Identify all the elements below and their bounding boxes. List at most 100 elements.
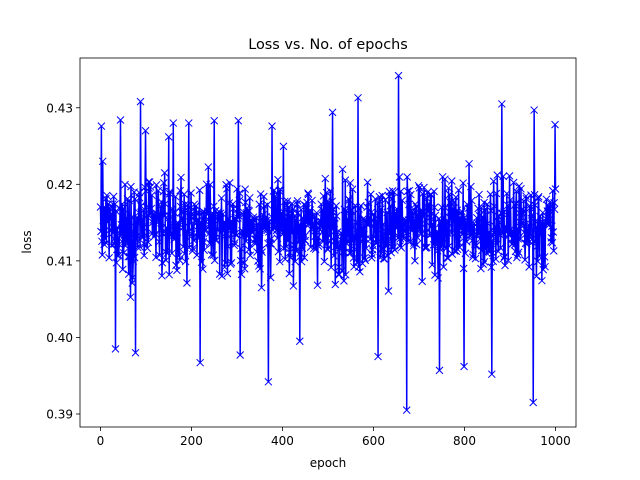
loss-point: [429, 240, 438, 249]
loss-point: [331, 280, 340, 289]
loss-point: [98, 157, 107, 166]
loss-point: [514, 235, 523, 243]
loss-point: [249, 215, 258, 224]
loss-point: [549, 246, 558, 255]
loss-point: [528, 210, 536, 219]
loss-point: [504, 256, 513, 265]
loss-point: [301, 236, 310, 245]
loss-point: [241, 185, 250, 194]
loss-point: [449, 204, 457, 213]
loss-point: [324, 245, 332, 254]
loss-point: [551, 120, 559, 129]
loss-point: [350, 245, 359, 254]
loss-point: [387, 248, 396, 257]
loss-point: [223, 269, 232, 278]
loss-point: [304, 190, 313, 199]
loss-point: [124, 270, 133, 279]
loss-point: [384, 224, 392, 233]
loss-point: [459, 264, 468, 273]
loss-point: [170, 235, 179, 244]
loss-point: [330, 251, 338, 260]
loss-point: [211, 206, 220, 215]
loss-point: [136, 243, 144, 251]
loss-point: [455, 243, 464, 251]
loss-point: [223, 184, 231, 193]
loss-point: [120, 237, 129, 246]
loss-point: [105, 226, 114, 235]
loss-point: [435, 366, 444, 375]
loss-point: [208, 209, 217, 217]
loss-point: [488, 238, 497, 246]
loss-point: [109, 192, 118, 201]
loss-point: [502, 189, 511, 198]
loss-point: [354, 93, 362, 102]
loss-point: [452, 222, 461, 231]
loss-point: [225, 179, 234, 187]
loss-point: [251, 235, 260, 243]
loss-point: [246, 251, 255, 260]
loss-point: [111, 345, 120, 353]
loss-point: [490, 202, 498, 211]
loss-point: [153, 213, 162, 222]
loss-point: [204, 163, 213, 171]
loss-point: [512, 187, 521, 196]
loss-point: [500, 208, 508, 217]
loss-point: [471, 254, 480, 263]
loss-point: [279, 142, 288, 151]
loss-point: [237, 244, 245, 253]
loss-point: [395, 173, 404, 181]
loss-point: [222, 230, 231, 239]
loss-point: [158, 271, 166, 280]
loss-point: [130, 253, 139, 262]
loss-point: [399, 234, 408, 243]
loss-point: [244, 245, 253, 254]
loss-point: [267, 240, 276, 249]
loss-point: [102, 191, 111, 200]
loss-point: [102, 239, 111, 247]
loss-point: [338, 165, 347, 174]
loss-point: [450, 198, 458, 206]
loss-point: [407, 224, 416, 233]
y-tick-label: 0.39: [46, 407, 73, 421]
loss-point: [112, 207, 120, 215]
x-tick-label: 600: [362, 434, 385, 448]
loss-point: [447, 177, 456, 185]
loss-point: [165, 270, 174, 279]
loss-point: [491, 232, 500, 241]
loss-point: [276, 185, 285, 194]
loss-point: [496, 244, 505, 252]
series-group: [96, 71, 560, 415]
loss-point: [133, 243, 142, 252]
loss-point: [460, 362, 468, 371]
loss-point: [545, 221, 554, 229]
loss-point: [380, 245, 388, 253]
loss-point: [411, 256, 419, 265]
loss-point: [343, 215, 352, 223]
loss-point: [308, 196, 316, 205]
loss-point: [99, 229, 108, 237]
loss-point: [306, 206, 315, 214]
loss-point: [171, 192, 180, 201]
loss-point: [199, 237, 208, 246]
loss-point: [205, 229, 214, 238]
loss-point: [516, 235, 525, 243]
loss-point: [182, 233, 191, 242]
loss-point: [295, 337, 304, 346]
loss-point: [303, 198, 311, 207]
loss-point: [511, 201, 519, 209]
loss-point: [135, 193, 144, 202]
loss-point: [140, 251, 149, 260]
loss-point: [195, 186, 204, 195]
loss-point: [376, 205, 385, 213]
loss-point: [457, 207, 466, 216]
loss-point: [499, 254, 508, 263]
loss-point: [453, 206, 462, 215]
loss-point: [327, 263, 336, 272]
loss-point: [534, 194, 543, 203]
loss-point: [430, 203, 439, 212]
x-tick-label: 200: [180, 434, 203, 448]
loss-point: [421, 229, 430, 238]
loss-point: [259, 192, 268, 201]
loss-point: [275, 257, 284, 266]
loss-point: [194, 217, 202, 225]
